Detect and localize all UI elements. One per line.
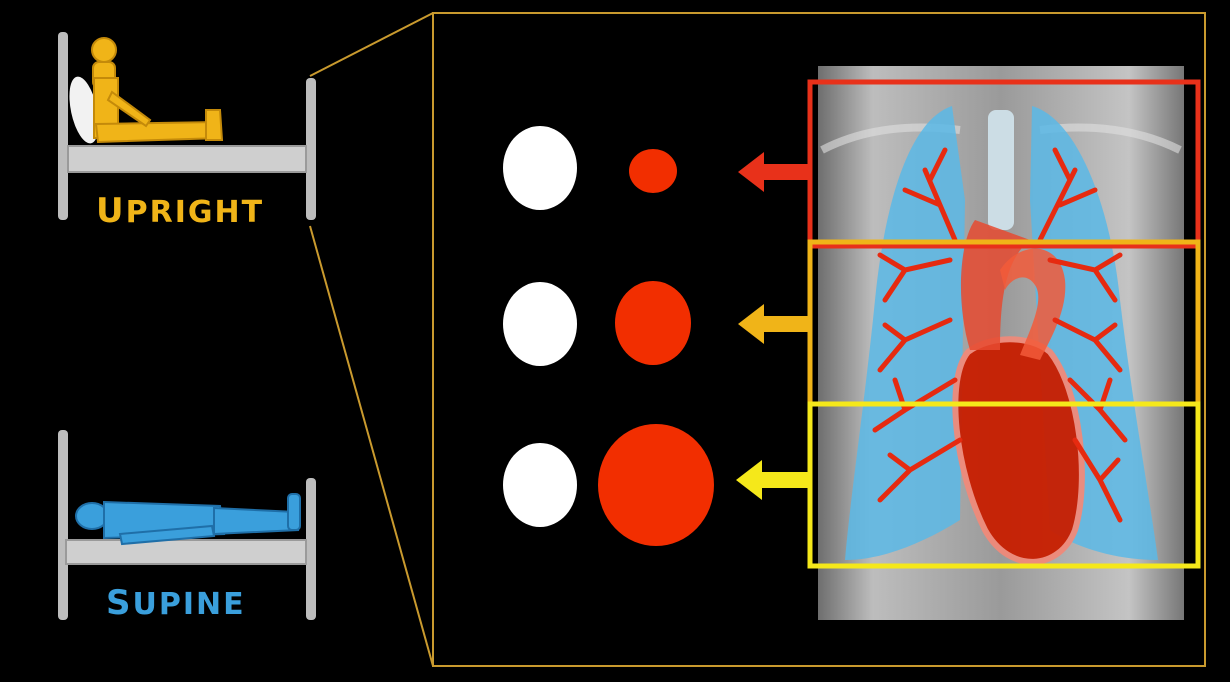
zoom-frame (432, 12, 1206, 667)
callout-line-top (309, 12, 434, 77)
upright-person-figure (91, 37, 224, 144)
chest-xray (818, 66, 1184, 620)
aorta (1000, 248, 1066, 360)
label-supine: SUPINE (106, 583, 246, 623)
vessel-circle-lower (598, 424, 714, 546)
pulmonary-vessels (872, 147, 1128, 523)
bed-post-left (58, 430, 68, 620)
bed-mattress (67, 145, 307, 173)
zoom-callout (309, 12, 1206, 667)
label-supine-rest: UPINE (133, 587, 246, 622)
label-upright: UPRIGHT (96, 191, 264, 231)
left-lung (845, 106, 965, 560)
supine-bed (58, 430, 316, 620)
bed-mattress (65, 539, 307, 565)
upright-bed (58, 32, 316, 220)
white-circle-upper (503, 126, 577, 210)
callout-line-bottom (309, 225, 434, 667)
arrow-upper (738, 152, 810, 192)
bed-post-right (306, 78, 316, 220)
white-circle-middle (503, 282, 577, 366)
bed-post-right (306, 478, 316, 620)
white-circle-lower (503, 443, 577, 527)
vessel-circle-upper (629, 149, 677, 193)
vessel-circle-middle (615, 281, 691, 365)
supine-person-figure (75, 493, 301, 546)
arrow-lower (736, 460, 810, 500)
label-upright-rest: PRIGHT (126, 195, 264, 230)
arrow-middle (738, 304, 810, 344)
trachea (988, 110, 1014, 230)
bed-post-left (58, 32, 68, 220)
pulmonary-trunk (960, 220, 1030, 350)
pillow (69, 76, 99, 144)
